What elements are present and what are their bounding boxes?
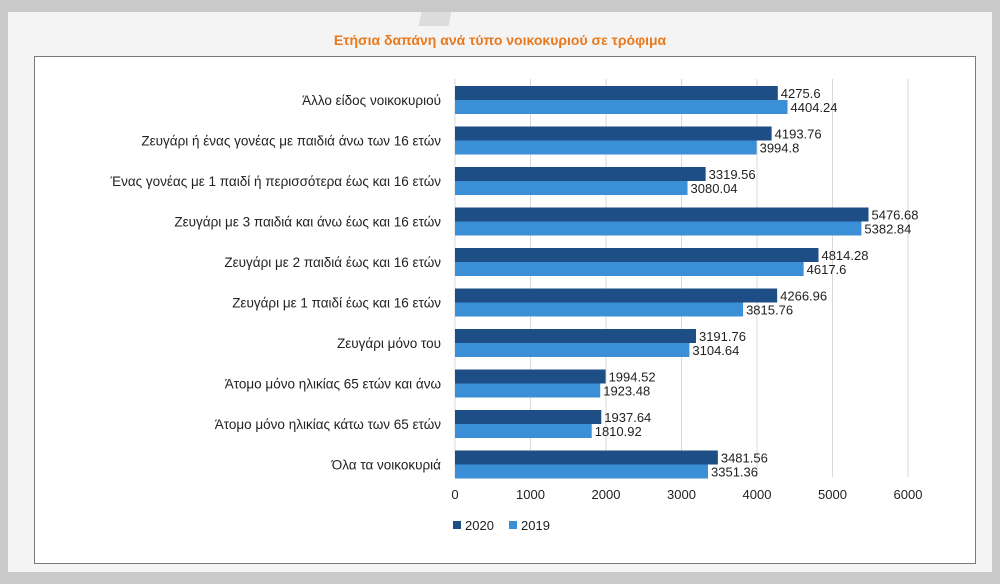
bar-2019 <box>455 140 757 155</box>
category-labels: Άλλο είδος νοικοκυριού Ζευγάρι ή ένας γον… <box>110 93 442 473</box>
bar-2020 <box>455 288 778 303</box>
bar-2019 <box>455 343 690 357</box>
value-label: 3481.56 <box>721 451 768 466</box>
value-label: 1994.52 <box>609 370 656 385</box>
x-tick-label: 4000 <box>743 487 772 502</box>
value-label: 5476.68 <box>871 208 918 223</box>
category-label: Ζευγάρι ή ένας γονέας με παιδιά άνω των … <box>141 134 441 149</box>
value-label: 5382.84 <box>864 222 911 237</box>
category-label: Άτομο μόνο ηλικίας 65 ετών και άνω <box>225 377 441 392</box>
value-label: 3351.36 <box>711 465 758 480</box>
bar-2019 <box>455 181 688 195</box>
bar-2019 <box>455 262 804 276</box>
bar-2020 <box>455 369 606 384</box>
chart-title: Ετήσια δαπάνη ανά τύπο νοικοκυριού σε τρ… <box>333 32 667 48</box>
value-label: 4193.76 <box>775 127 822 142</box>
value-label: 4617.6 <box>807 262 847 277</box>
value-label: 3191.76 <box>699 329 746 344</box>
x-tick-label: 3000 <box>667 487 696 502</box>
category-label: Ζευγάρι με 2 παιδιά έως και 16 ετών <box>224 255 441 270</box>
bar-chart: Άλλο είδος νοικοκυριού Ζευγάρι ή ένας γον… <box>110 79 922 533</box>
x-tick-label: 1000 <box>516 487 545 502</box>
bar-2020 <box>455 450 718 465</box>
category-label: Ένας γονέας με 1 παιδί ή περισσότερα έως… <box>110 174 442 189</box>
bar-2020 <box>455 410 602 424</box>
bar-2020 <box>455 167 706 181</box>
category-label: Ζευγάρι μόνο του <box>337 336 441 351</box>
value-label: 3104.64 <box>692 343 739 358</box>
legend-label: 2020 <box>465 518 494 533</box>
x-tick-label: 6000 <box>894 487 923 502</box>
bar-2020 <box>455 126 772 141</box>
bar-2020 <box>455 207 869 222</box>
category-label: Ζευγάρι με 1 παιδί έως και 16 ετών <box>232 296 441 311</box>
value-label: 4266.96 <box>780 289 827 304</box>
bar-2019 <box>455 383 601 398</box>
bar-2019 <box>455 100 788 114</box>
x-axis-ticks: 0 1000 2000 3000 4000 5000 6000 <box>451 487 922 502</box>
category-label: Άτομο μόνο ηλικίας κάτω των 65 ετών <box>215 417 442 432</box>
legend: 2020 2019 <box>453 518 550 533</box>
bar-2020 <box>455 329 696 343</box>
chart-panel: Άλλο είδος νοικοκυριού Ζευγάρι ή ένας γον… <box>34 56 976 564</box>
x-tick-label: 2000 <box>592 487 621 502</box>
value-label: 4404.24 <box>791 100 838 115</box>
value-label: 1937.64 <box>604 410 651 425</box>
category-label: Ζευγάρι με 3 παιδιά και άνω έως και 16 ε… <box>174 215 441 230</box>
value-label: 3815.76 <box>746 303 793 318</box>
chart-frame: Ετήσια δαπάνη ανά τύπο νοικοκυριού σε τρ… <box>8 12 992 572</box>
value-label: 1923.48 <box>603 384 650 399</box>
legend-swatch-2019 <box>509 521 517 529</box>
bar-2019 <box>455 464 709 479</box>
bar-2019 <box>455 424 592 438</box>
bar-2020 <box>455 248 819 262</box>
frame-tab <box>418 12 452 26</box>
value-label: 3994.8 <box>760 141 800 156</box>
bar-2019 <box>455 302 744 317</box>
bar-2020 <box>455 86 778 100</box>
legend-swatch-2020 <box>453 521 461 529</box>
value-label: 4814.28 <box>821 248 868 263</box>
category-label: Άλλο είδος νοικοκυριού <box>302 93 441 108</box>
value-label: 1810.92 <box>595 424 642 439</box>
bars <box>455 86 869 479</box>
bar-2019 <box>455 221 862 236</box>
value-label: 3319.56 <box>709 167 756 182</box>
value-label: 3080.04 <box>691 181 738 196</box>
x-tick-label: 5000 <box>818 487 847 502</box>
legend-label: 2019 <box>521 518 550 533</box>
value-label: 4275.6 <box>781 86 821 101</box>
x-tick-label: 0 <box>451 487 458 502</box>
category-label: Όλα τα νοικοκυριά <box>331 458 441 473</box>
